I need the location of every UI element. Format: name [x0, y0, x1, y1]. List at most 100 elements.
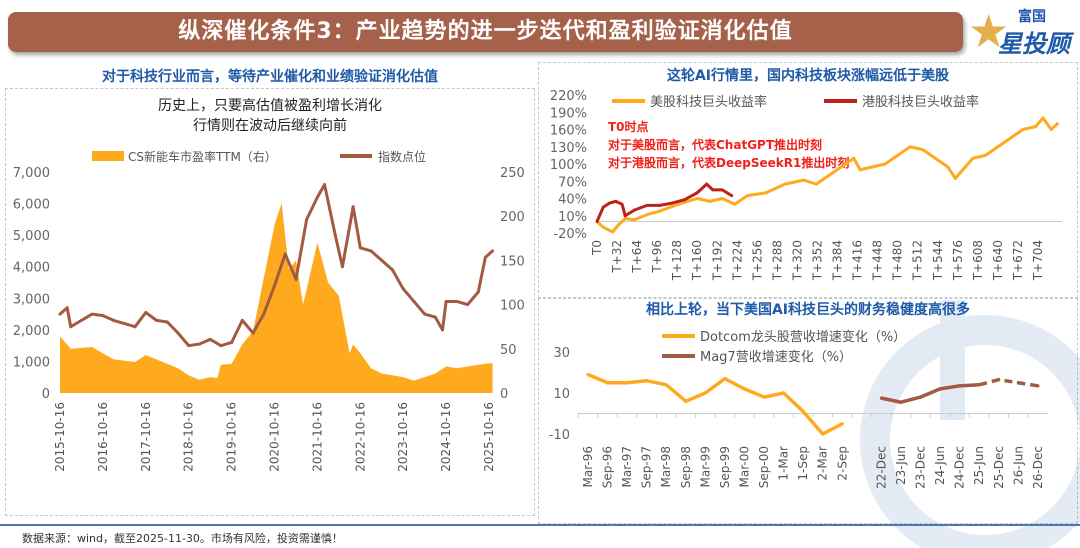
index-point: [187, 344, 191, 348]
left-y-tick: 5,000: [13, 229, 50, 244]
us-point: [695, 197, 699, 200]
rev-x-tick-label: Sep-00: [757, 446, 771, 488]
ai-y-tick: 190%: [550, 106, 587, 121]
mag7-point: [997, 378, 1001, 382]
right-y-tick: 150: [500, 254, 525, 269]
index-point: [433, 315, 437, 319]
us-point: [839, 165, 843, 169]
mag7-point: [879, 396, 884, 400]
us-point: [802, 178, 806, 182]
page-title: 纵深催化条件3：产业趋势的进一步迭代和盈利验证消化估值: [8, 12, 963, 52]
us-point: [676, 202, 680, 206]
index-point: [441, 328, 445, 332]
rev-x-tick-label: Sep-99: [718, 446, 732, 488]
index-point: [401, 287, 405, 291]
us-point: [814, 182, 818, 186]
bottom-right-chart-frame: [538, 298, 1078, 524]
us-point: [852, 156, 856, 160]
rev-x-tick-label: 23-Jun: [894, 446, 908, 485]
legend-label-index: 指数点位: [378, 149, 426, 164]
us-point: [1055, 122, 1059, 126]
us-point: [611, 230, 615, 234]
bottom-right-subtitle: 相比上轮，当下美国AI科技巨头的财务稳健度高很多: [646, 301, 970, 318]
us-point: [883, 162, 887, 166]
ai-y-tick: 100%: [550, 158, 587, 173]
ai-x-tick-label: T+352: [811, 240, 825, 281]
hk-point: [730, 194, 734, 198]
mag7-point: [1036, 384, 1040, 388]
ai-y-tick: 70%: [558, 175, 587, 190]
ai-x-tick-label: T+384: [831, 240, 845, 281]
index-point: [219, 344, 223, 348]
index-point: [176, 331, 180, 335]
hk-point: [595, 220, 599, 223]
ai-x-tick-label: T+64: [630, 240, 644, 274]
index-point: [273, 284, 276, 288]
index-point: [315, 195, 319, 199]
dotcom-point: [801, 409, 805, 414]
ai-y-tick: 10%: [558, 210, 587, 225]
x-tick-label: 2023-10-16: [396, 402, 410, 472]
index-point: [165, 320, 169, 324]
index-point: [101, 314, 105, 318]
mag7-point: [938, 387, 942, 391]
rev-x-tick-label: 26-Jun: [1011, 446, 1025, 485]
hk-point: [658, 203, 662, 207]
index-point: [65, 306, 69, 310]
us-point: [921, 148, 925, 152]
right-y-tick: 200: [500, 210, 525, 225]
us-point: [1021, 128, 1025, 131]
ai-x-tick-label: T+288: [770, 240, 784, 281]
left-y-tick: 1,000: [13, 355, 50, 370]
index-point: [251, 331, 255, 335]
mag7-forecast-line: [978, 377, 1039, 388]
hk-point: [695, 191, 699, 195]
ai-x-tick-label: T+448: [871, 240, 885, 281]
rev-x-tick-label: 23-Dec: [914, 446, 928, 489]
left-y-tick: 3,000: [13, 292, 50, 307]
us-point: [871, 165, 875, 169]
us-point: [983, 153, 987, 157]
top-right-chart-frame: [538, 62, 1078, 298]
mag7-point: [899, 400, 903, 404]
ai-x-tick-label: T+96: [650, 240, 664, 274]
index-point: [133, 325, 137, 329]
us-point: [764, 191, 768, 195]
x-tick-label: 2021-10-16: [310, 402, 324, 472]
left-chart-title-line1: 历史上，只要高估值被盈利增长消化: [158, 97, 382, 114]
index-point: [340, 265, 344, 269]
right-y-tick: 250: [500, 166, 525, 181]
us-point: [745, 194, 749, 198]
x-tick-label: 2025-10-16: [482, 402, 496, 472]
hk-point: [705, 182, 709, 186]
rev-x-tick-label: Mar-99: [698, 446, 712, 487]
footer-source: 数据来源：wind，截至2025-11-30。市场有风险，投资需谨慎！: [22, 532, 343, 545]
hk-point: [683, 198, 687, 202]
index-point: [155, 318, 159, 322]
right-y-tick: 0: [500, 387, 508, 402]
brand-logo: ★ 富国 星投顾: [968, 4, 1078, 58]
hk-point: [711, 188, 715, 192]
index-point: [294, 277, 298, 281]
ai-y-tick: 130%: [550, 141, 587, 156]
ai-x-tick-label: T+672: [1011, 240, 1025, 281]
dotcom-point: [723, 377, 727, 381]
index-point: [230, 340, 234, 344]
us-point: [633, 218, 637, 222]
watermark-logo: [860, 300, 1080, 548]
us-point: [946, 165, 950, 169]
ai-x-tick-label: T+576: [951, 240, 965, 281]
x-tick-label: 2022-10-16: [353, 402, 367, 472]
ai-x-tick-label: T+192: [710, 240, 724, 281]
us-point: [933, 156, 937, 160]
left-y-tick: 6,000: [13, 198, 50, 213]
index-point: [333, 233, 337, 237]
mag7-point: [1016, 381, 1020, 385]
legend-label-pe: CS新能车市盈率TTM（右）: [128, 149, 277, 164]
index-point: [69, 325, 73, 329]
rev-x-tick-label: Sep-97: [640, 446, 654, 488]
left-subtitle: 对于科技行业而言，等待产业催化和业绩验证消化估值: [102, 69, 438, 85]
x-tick-label: 2015-10-16: [53, 402, 67, 472]
left-y-tick: 7,000: [13, 166, 50, 181]
